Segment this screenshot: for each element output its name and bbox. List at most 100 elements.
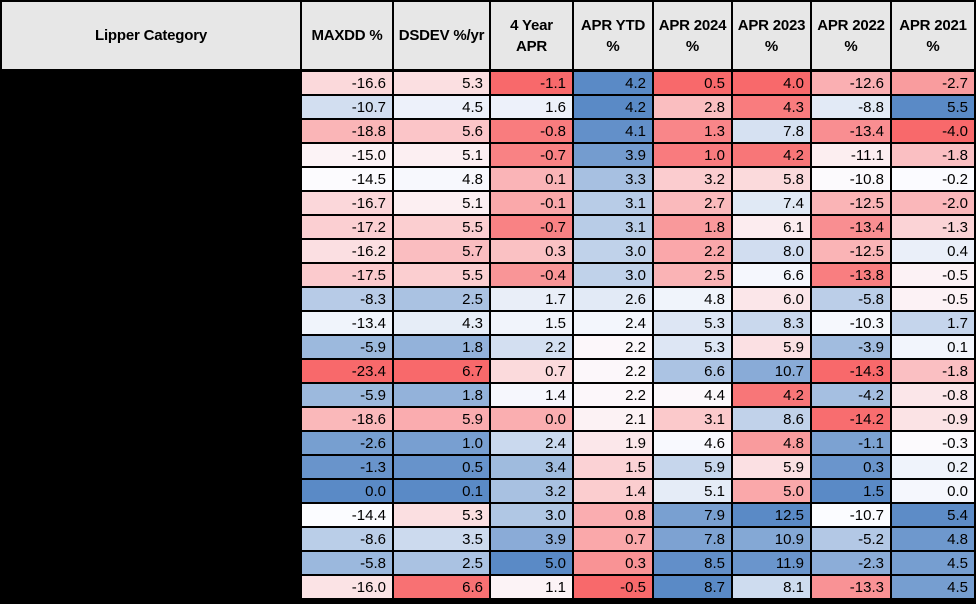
redacted-category-cell — [2, 264, 300, 286]
value-cell-apr-2024: 2.7 — [654, 192, 731, 214]
value-cell-apr-4yr: -0.7 — [491, 144, 572, 166]
value-cell-apr-2021: -2.0 — [892, 192, 974, 214]
value-cell-apr-4yr: -0.8 — [491, 120, 572, 142]
value-cell-dsdev: 5.1 — [394, 144, 489, 166]
value-cell-apr-4yr: -0.4 — [491, 264, 572, 286]
redacted-category-cell — [2, 480, 300, 502]
value-cell-apr-2021: 5.5 — [892, 96, 974, 118]
value-cell-dsdev: 5.1 — [394, 192, 489, 214]
value-cell-apr-2024: 0.5 — [654, 72, 731, 94]
value-cell-apr-2021: 4.5 — [892, 576, 974, 598]
value-cell-apr-2021: -2.7 — [892, 72, 974, 94]
value-cell-apr-4yr: 3.0 — [491, 504, 572, 526]
value-cell-apr-ytd: 0.3 — [574, 552, 652, 574]
value-cell-dsdev: 2.5 — [394, 288, 489, 310]
value-cell-apr-2022: -12.6 — [812, 72, 890, 94]
value-cell-apr-2024: 5.1 — [654, 480, 731, 502]
column-header-apr-4yr: 4 Year APR — [491, 2, 572, 70]
value-cell-apr-2024: 1.3 — [654, 120, 731, 142]
value-cell-apr-ytd: 2.6 — [574, 288, 652, 310]
value-cell-maxdd: -16.0 — [302, 576, 392, 598]
value-cell-apr-2024: 7.9 — [654, 504, 731, 526]
column-header-dsdev: DSDEV %/yr — [394, 2, 489, 70]
value-cell-apr-2023: 8.0 — [733, 240, 810, 262]
value-cell-apr-2023: 5.0 — [733, 480, 810, 502]
redacted-category-cell — [2, 456, 300, 478]
value-cell-apr-2024: 2.8 — [654, 96, 731, 118]
value-cell-apr-2022: -13.3 — [812, 576, 890, 598]
value-cell-maxdd: -18.6 — [302, 408, 392, 430]
value-cell-dsdev: 5.3 — [394, 504, 489, 526]
value-cell-dsdev: 0.5 — [394, 456, 489, 478]
value-cell-dsdev: 5.5 — [394, 264, 489, 286]
value-cell-apr-2023: 8.6 — [733, 408, 810, 430]
value-cell-apr-2023: 4.8 — [733, 432, 810, 454]
value-cell-apr-2023: 4.2 — [733, 144, 810, 166]
value-cell-dsdev: 5.9 — [394, 408, 489, 430]
value-cell-maxdd: -17.2 — [302, 216, 392, 238]
redacted-category-cell — [2, 72, 300, 94]
value-cell-apr-4yr: 0.0 — [491, 408, 572, 430]
redacted-category-cell — [2, 192, 300, 214]
value-cell-maxdd: -14.5 — [302, 168, 392, 190]
redacted-category-cell — [2, 288, 300, 310]
column-header-apr-2022: APR 2022 % — [812, 2, 890, 70]
column-header-apr-2021: APR 2021 % — [892, 2, 974, 70]
value-cell-apr-2022: -13.8 — [812, 264, 890, 286]
value-cell-apr-2023: 10.7 — [733, 360, 810, 382]
value-cell-apr-4yr: 5.0 — [491, 552, 572, 574]
column-header-maxdd: MAXDD % — [302, 2, 392, 70]
redacted-category-cell — [2, 120, 300, 142]
value-cell-apr-2022: -4.2 — [812, 384, 890, 406]
value-cell-apr-2021: 5.4 — [892, 504, 974, 526]
value-cell-apr-2024: 5.3 — [654, 312, 731, 334]
redacted-category-cell — [2, 240, 300, 262]
value-cell-apr-2021: 0.0 — [892, 480, 974, 502]
value-cell-dsdev: 6.6 — [394, 576, 489, 598]
value-cell-apr-2021: -4.0 — [892, 120, 974, 142]
value-cell-dsdev: 6.7 — [394, 360, 489, 382]
value-cell-apr-2023: 5.8 — [733, 168, 810, 190]
value-cell-apr-4yr: 1.4 — [491, 384, 572, 406]
value-cell-apr-2024: 2.2 — [654, 240, 731, 262]
value-cell-apr-2023: 7.4 — [733, 192, 810, 214]
value-cell-dsdev: 5.5 — [394, 216, 489, 238]
column-header-lipper-category: Lipper Category — [2, 2, 300, 70]
value-cell-apr-4yr: 3.2 — [491, 480, 572, 502]
value-cell-maxdd: -5.9 — [302, 384, 392, 406]
value-cell-apr-2023: 4.0 — [733, 72, 810, 94]
redacted-category-cell — [2, 432, 300, 454]
value-cell-maxdd: -10.7 — [302, 96, 392, 118]
value-cell-apr-ytd: 2.2 — [574, 336, 652, 358]
value-cell-apr-2024: 4.8 — [654, 288, 731, 310]
value-cell-apr-2022: -2.3 — [812, 552, 890, 574]
value-cell-dsdev: 5.6 — [394, 120, 489, 142]
redacted-category-cell — [2, 312, 300, 334]
value-cell-apr-ytd: 1.4 — [574, 480, 652, 502]
value-cell-apr-ytd: 3.9 — [574, 144, 652, 166]
value-cell-maxdd: -16.2 — [302, 240, 392, 262]
value-cell-apr-2021: 4.8 — [892, 528, 974, 550]
value-cell-apr-4yr: 3.4 — [491, 456, 572, 478]
value-cell-apr-2024: 2.5 — [654, 264, 731, 286]
redacted-category-cell — [2, 168, 300, 190]
value-cell-dsdev: 1.0 — [394, 432, 489, 454]
value-cell-apr-4yr: 0.1 — [491, 168, 572, 190]
value-cell-apr-ytd: 3.1 — [574, 192, 652, 214]
value-cell-dsdev: 3.5 — [394, 528, 489, 550]
value-cell-apr-ytd: 4.2 — [574, 72, 652, 94]
value-cell-apr-2024: 3.2 — [654, 168, 731, 190]
value-cell-apr-4yr: 2.2 — [491, 336, 572, 358]
value-cell-maxdd: -5.8 — [302, 552, 392, 574]
value-cell-apr-2021: -1.3 — [892, 216, 974, 238]
value-cell-apr-4yr: -0.1 — [491, 192, 572, 214]
column-header-apr-2023: APR 2023 % — [733, 2, 810, 70]
value-cell-maxdd: 0.0 — [302, 480, 392, 502]
value-cell-apr-2024: 5.3 — [654, 336, 731, 358]
redacted-category-cell — [2, 336, 300, 358]
redacted-category-cell — [2, 552, 300, 574]
value-cell-maxdd: -16.7 — [302, 192, 392, 214]
value-cell-apr-2024: 6.6 — [654, 360, 731, 382]
value-cell-apr-2024: 3.1 — [654, 408, 731, 430]
value-cell-apr-ytd: 4.1 — [574, 120, 652, 142]
